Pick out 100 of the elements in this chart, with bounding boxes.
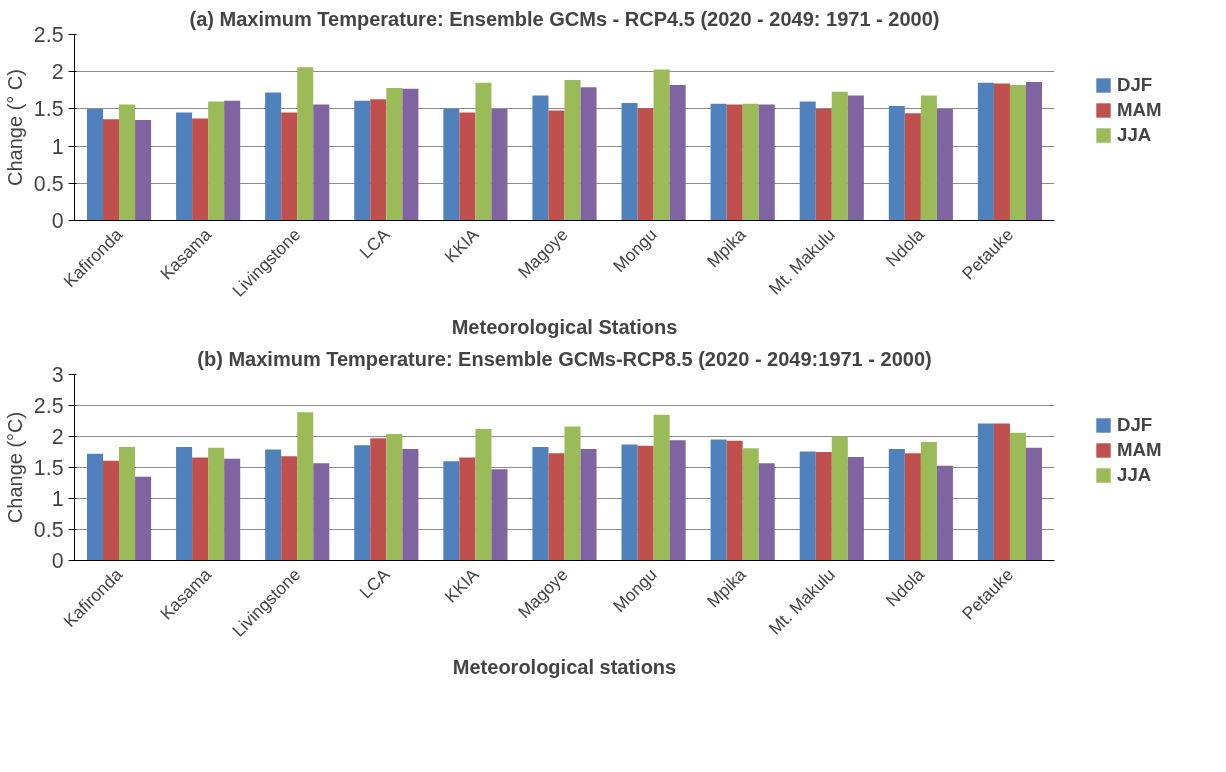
bar	[669, 85, 686, 221]
bar	[669, 440, 686, 561]
bar	[281, 456, 298, 561]
bar	[313, 463, 330, 561]
y-tick-label: 2	[51, 60, 64, 85]
bar	[548, 453, 565, 561]
bar	[936, 108, 953, 221]
bar	[386, 434, 403, 561]
bar	[831, 91, 848, 221]
legend-label: MAM	[1117, 439, 1162, 461]
bar	[491, 108, 508, 221]
bar	[580, 87, 597, 221]
bar	[993, 83, 1010, 221]
legend-label: MAM	[1117, 99, 1162, 121]
bar	[386, 88, 403, 221]
bar	[726, 440, 743, 561]
y-tick-label: 1	[51, 487, 64, 511]
y-tick-label: 1	[51, 134, 64, 159]
legend-label: DJF	[1117, 74, 1153, 96]
bar	[402, 88, 419, 221]
bar	[742, 103, 759, 221]
chart-title: (a) Maximum Temperature: Ensemble GCMs - RCP4.5 (2020 - 2049: 1971 - 2000)	[189, 7, 940, 30]
chart-title: (b) Maximum Temperature: Ensemble GCMs-RCP8.5 (2020 - 2049:1971 - 2000)	[197, 347, 932, 370]
bar	[475, 82, 492, 221]
bar	[86, 108, 104, 221]
bar	[208, 447, 225, 561]
x-tick-label: LCA	[355, 564, 394, 603]
y-tick-label: 0.5	[33, 171, 64, 196]
y-axis-title: Change (° C)	[3, 69, 26, 186]
bar	[653, 414, 670, 561]
bar	[993, 423, 1010, 561]
x-tick-label: LCA	[355, 224, 394, 263]
bar	[176, 112, 193, 221]
bar	[354, 100, 371, 221]
bar	[281, 112, 298, 221]
bar	[103, 460, 120, 561]
y-tick-label: 0	[51, 209, 64, 233]
bar	[904, 113, 921, 221]
legend-label: JJA	[1117, 124, 1152, 146]
bar	[564, 79, 581, 221]
bar	[977, 423, 994, 561]
bar	[224, 458, 241, 561]
bar	[532, 447, 549, 561]
bar	[799, 451, 816, 561]
y-tick-label: 1.5	[33, 456, 64, 480]
bar	[758, 104, 775, 221]
bar	[936, 465, 953, 561]
bar	[637, 445, 654, 561]
bar	[815, 452, 832, 561]
bar	[1009, 85, 1026, 221]
bar	[86, 453, 104, 561]
bar	[726, 104, 743, 221]
y-tick-label: 0.5	[33, 518, 64, 542]
bar	[370, 438, 387, 561]
bar	[297, 67, 314, 221]
x-axis-title: Meteorological stations	[452, 655, 677, 678]
x-axis-title: Meteorological Stations	[451, 315, 678, 338]
bar	[621, 444, 638, 561]
bar	[224, 100, 241, 221]
y-tick-label: 0	[51, 549, 64, 573]
bar	[354, 445, 371, 561]
bar	[1025, 447, 1043, 561]
y-tick-label: 2.5	[33, 23, 64, 47]
bar	[532, 95, 549, 221]
bar	[920, 95, 937, 221]
bar	[370, 99, 387, 221]
y-axis-title: Change (°C)	[3, 411, 26, 524]
bar	[621, 102, 638, 221]
bar	[119, 447, 136, 561]
bar	[402, 448, 419, 561]
y-tick-label: 2.5	[33, 394, 64, 418]
bar	[265, 92, 282, 221]
bar	[192, 457, 209, 561]
bar	[459, 457, 476, 561]
bar	[977, 82, 994, 221]
bar	[265, 449, 282, 561]
legend-label: DJF	[1117, 414, 1153, 436]
bar	[710, 103, 727, 221]
bar	[888, 448, 905, 561]
bar	[119, 104, 136, 221]
bar	[847, 456, 864, 561]
bar	[135, 120, 152, 221]
bar	[920, 442, 937, 561]
bar	[475, 429, 492, 561]
bar	[192, 118, 209, 221]
bar	[491, 469, 508, 561]
bar	[313, 104, 330, 221]
bar	[443, 461, 460, 561]
bar	[888, 105, 905, 221]
bar	[135, 476, 152, 561]
y-tick-label: 2	[51, 425, 64, 449]
bar	[758, 463, 775, 561]
bar	[710, 439, 727, 561]
bar	[1009, 432, 1026, 561]
bar	[459, 112, 476, 221]
bar	[831, 436, 848, 561]
bar	[815, 108, 832, 221]
bar	[176, 447, 193, 561]
bar	[799, 101, 816, 221]
bar	[548, 110, 565, 221]
